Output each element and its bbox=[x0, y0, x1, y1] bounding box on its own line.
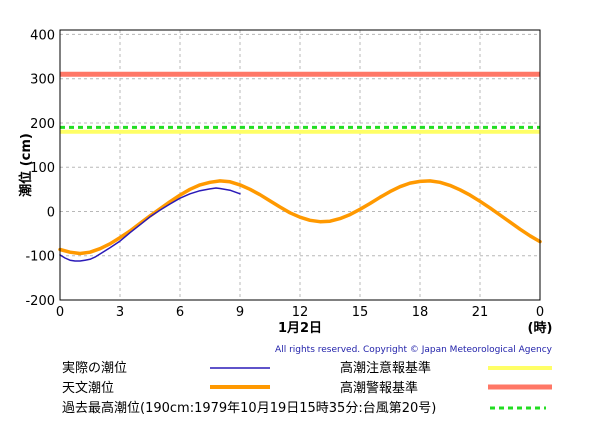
copyright-notice: All rights reserved. Copyright © Japan M… bbox=[275, 345, 553, 355]
y-axis-ticks: -200 -100 0 100 200 300 400 bbox=[25, 28, 55, 309]
series-lines bbox=[58, 179, 542, 262]
y-tick-label: 400 bbox=[30, 28, 55, 43]
legend-advisory-label: 高潮注意報基準 bbox=[340, 360, 431, 376]
x-tick-label: 0 bbox=[56, 305, 64, 320]
x-tick-label: 15 bbox=[352, 305, 369, 320]
legend: 実際の潮位 高潮注意報基準 天文潮位 高潮警報基準 過去最高潮位(190cm:1… bbox=[62, 360, 552, 416]
x-tick-label: 18 bbox=[412, 305, 429, 320]
x-tick-label: 12 bbox=[292, 305, 309, 320]
grid bbox=[60, 30, 540, 300]
y-tick-label: 300 bbox=[30, 73, 55, 88]
y-tick-label: -200 bbox=[25, 294, 55, 309]
x-axis-unit-label: (時) bbox=[528, 320, 553, 336]
plot-frame bbox=[59, 29, 541, 301]
y-axis-label: 潮位 (cm) bbox=[18, 133, 34, 197]
x-axis-ticks: 0 3 6 9 12 15 18 21 0 bbox=[56, 305, 544, 320]
legend-astronomical-label: 天文潮位 bbox=[62, 381, 114, 396]
x-tick-label: 0 bbox=[536, 305, 544, 320]
y-tick-label: -100 bbox=[25, 250, 55, 265]
x-tick-label: 21 bbox=[472, 305, 489, 320]
y-tick-label: 0 bbox=[47, 205, 55, 220]
y-tick-label: 100 bbox=[30, 161, 55, 176]
x-tick-label: 9 bbox=[236, 305, 244, 320]
x-axis-date-label: 1月2日 bbox=[278, 321, 322, 336]
series-actual-tide bbox=[59, 187, 241, 262]
x-tick-label: 6 bbox=[176, 305, 184, 320]
legend-record-label: 過去最高潮位(190cm:1979年10月19日15時35分:台風第20号) bbox=[62, 400, 436, 416]
legend-warning-label: 高潮警報基準 bbox=[340, 380, 418, 396]
legend-actual-label: 実際の潮位 bbox=[62, 360, 127, 376]
x-tick-label: 3 bbox=[116, 305, 124, 320]
reference-lines bbox=[60, 71, 540, 134]
y-tick-label: 200 bbox=[30, 117, 55, 132]
series-astronomical-tide bbox=[58, 179, 542, 256]
